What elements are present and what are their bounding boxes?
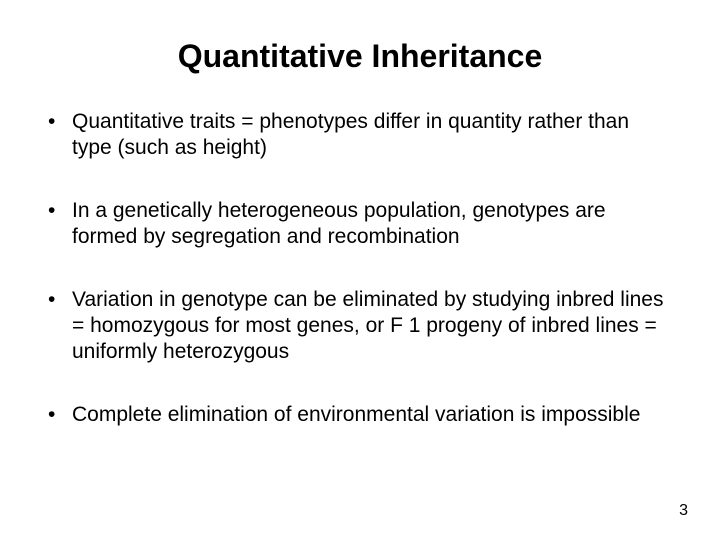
list-item: • In a genetically heterogeneous populat… <box>48 198 672 249</box>
bullet-dot-icon: • <box>48 109 72 135</box>
bullet-text: Variation in genotype can be eliminated … <box>72 287 672 364</box>
bullet-list: • Quantitative traits = phenotypes diffe… <box>48 109 672 428</box>
list-item: • Complete elimination of environmental … <box>48 402 672 428</box>
bullet-dot-icon: • <box>48 198 72 224</box>
slide: Quantitative Inheritance • Quantitative … <box>0 0 720 540</box>
bullet-text: In a genetically heterogeneous populatio… <box>72 198 672 249</box>
list-item: • Quantitative traits = phenotypes diffe… <box>48 109 672 160</box>
bullet-dot-icon: • <box>48 287 72 313</box>
slide-title: Quantitative Inheritance <box>48 38 672 75</box>
bullet-text: Quantitative traits = phenotypes differ … <box>72 109 672 160</box>
list-item: • Variation in genotype can be eliminate… <box>48 287 672 364</box>
bullet-dot-icon: • <box>48 402 72 428</box>
bullet-text: Complete elimination of environmental va… <box>72 402 672 428</box>
page-number: 3 <box>679 502 688 520</box>
